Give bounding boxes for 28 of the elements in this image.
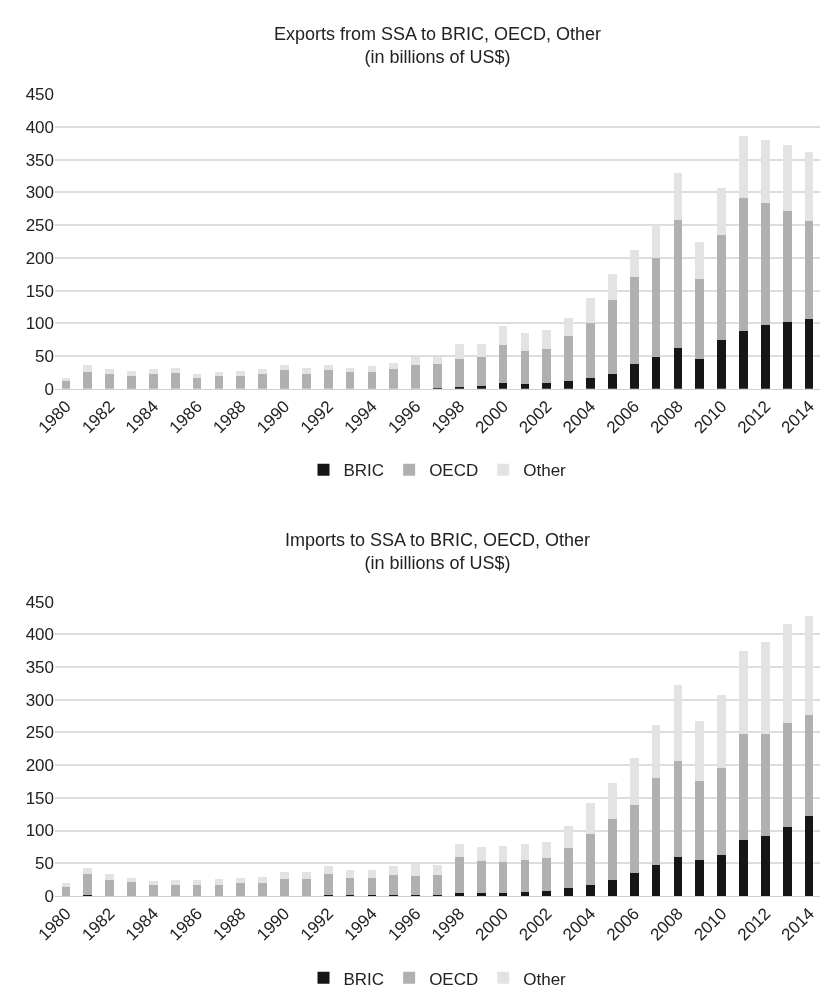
y-tick-label: 350 xyxy=(25,657,54,677)
y-tick-label: 300 xyxy=(25,690,54,710)
y-tick-label: 300 xyxy=(25,183,54,203)
legend-label: OECD xyxy=(429,969,479,989)
y-tick-label: 400 xyxy=(25,118,54,138)
y-tick-label: 350 xyxy=(25,150,54,170)
y-tick-label: 200 xyxy=(25,248,54,268)
legend-label: OECD xyxy=(429,461,479,481)
y-tick-label: 100 xyxy=(25,821,54,841)
legend-label: BRIC xyxy=(343,461,385,481)
y-tick-label: 0 xyxy=(44,886,54,906)
y-tick-label: 50 xyxy=(35,346,54,366)
y-tick-label: 200 xyxy=(25,756,54,776)
y-tick-label: 250 xyxy=(25,723,54,743)
y-tick-label: 50 xyxy=(35,854,54,874)
chart-title: Exports from SSA to BRIC, OECD, Other (in billions of US$) xyxy=(274,24,602,68)
y-tick-label: 150 xyxy=(25,788,54,808)
chart-title: Imports to SSA to BRIC, OECD, Other (in billions of US$) xyxy=(285,530,591,574)
y-tick-label: 250 xyxy=(25,216,54,236)
legend-label: Other xyxy=(523,461,567,481)
y-tick-label: 150 xyxy=(25,281,54,301)
y-tick-label: 450 xyxy=(25,592,54,612)
legend-label: Other xyxy=(523,969,567,989)
y-tick-label: 450 xyxy=(25,85,54,105)
y-tick-label: 100 xyxy=(25,314,54,334)
y-tick-label: 0 xyxy=(44,379,54,399)
legend-label: BRIC xyxy=(343,969,385,989)
y-tick-label: 400 xyxy=(25,625,54,645)
